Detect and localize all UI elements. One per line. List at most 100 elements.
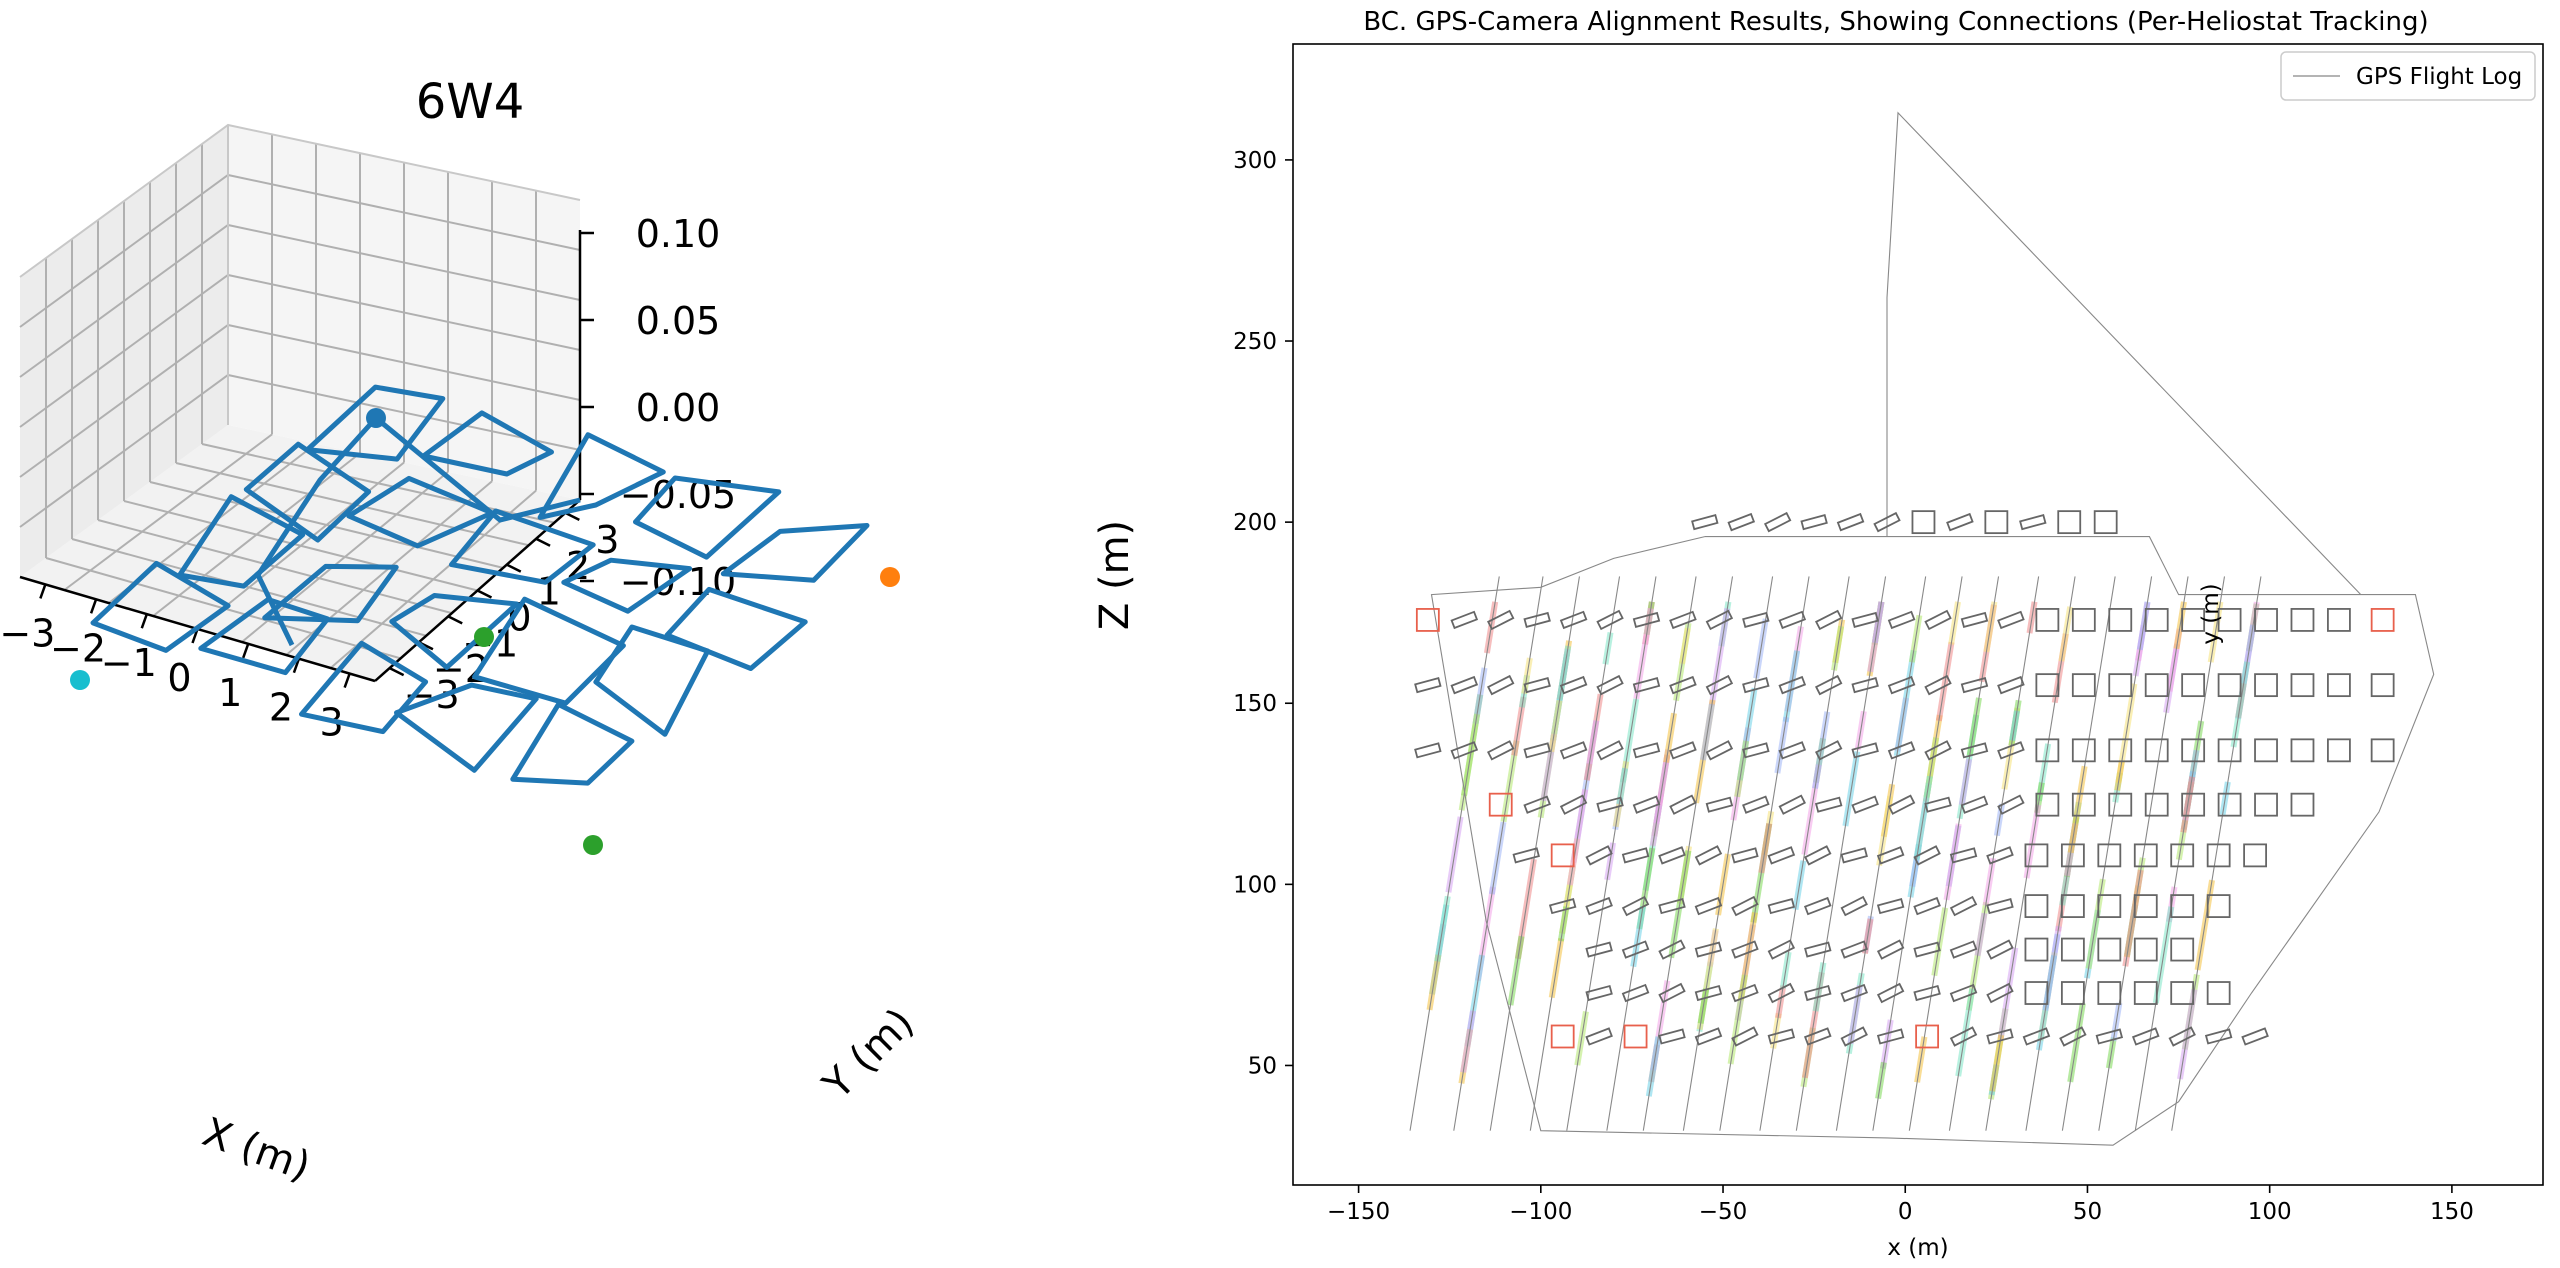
x-axis-label: x (m)	[1887, 1235, 1948, 1261]
heliostat	[1559, 675, 1588, 695]
heliostat	[1548, 898, 1577, 915]
heliostat	[2144, 673, 2169, 698]
heliostat	[1705, 796, 1734, 813]
heliostat	[2168, 1026, 2196, 1047]
heliostat	[2290, 608, 2315, 632]
heliostat	[2060, 981, 2085, 1005]
heliostat	[1658, 898, 1686, 915]
heliostat	[1873, 511, 1901, 533]
heliostat	[1960, 611, 1989, 629]
y-tick-label: 150	[1233, 691, 1277, 717]
heliostat	[1621, 940, 1650, 959]
y-tick-label: 300	[1233, 148, 1277, 174]
heliostat	[1658, 939, 1686, 960]
heliostat	[1836, 512, 1865, 532]
heliostat	[1414, 742, 1442, 759]
heliostat	[2206, 981, 2231, 1005]
x-tick-label: −100	[1509, 1199, 1572, 1225]
heliostat	[2022, 1027, 2051, 1046]
flight-scan-line	[1489, 576, 1580, 1131]
heliostat	[2024, 843, 2049, 868]
heliostat	[1691, 514, 1719, 531]
y-axis-label: y (m)	[2198, 583, 2224, 644]
heliostat	[1778, 741, 1807, 760]
flight-scan-line	[1872, 576, 1963, 1131]
flight-scan-line	[2098, 576, 2189, 1131]
heliostat	[1727, 512, 1756, 532]
heliostat	[1623, 1024, 1648, 1049]
heliostat	[2019, 514, 2047, 531]
heliostat	[1488, 792, 1513, 817]
heliostat	[1523, 611, 1551, 629]
flight-scan-line	[2171, 576, 2262, 1131]
legend-box	[2280, 51, 2536, 101]
heliostat	[1632, 795, 1661, 814]
heliostat	[1924, 674, 1952, 696]
facet-outline	[449, 508, 596, 585]
heliostat	[1694, 896, 1723, 916]
facet-outline	[305, 384, 446, 462]
heliostat	[2057, 510, 2082, 535]
heliostat	[1658, 982, 1686, 1004]
y-tick	[447, 615, 463, 625]
y-tick	[506, 563, 522, 573]
flight-scan-line	[1642, 576, 1734, 1131]
heliostat	[1876, 982, 1905, 1004]
flight-scan-line	[1795, 576, 1887, 1131]
facet-outline	[472, 596, 626, 706]
heliostat	[1559, 741, 1588, 760]
heliostat	[2108, 608, 2133, 632]
heliostat	[1767, 846, 1796, 865]
x-tick-label: −2	[50, 626, 106, 670]
heliostat	[1559, 794, 1588, 815]
y-tick-label: 100	[1233, 872, 1277, 898]
heliostat	[1946, 512, 1974, 532]
heliostat	[1731, 983, 1759, 1003]
heliostat	[1767, 939, 1796, 960]
heliostat	[2217, 792, 2242, 817]
heliostat	[1731, 940, 1759, 959]
heliostat	[1949, 1026, 1978, 1047]
x-tick-label: −1	[101, 641, 157, 685]
heliostat	[1596, 796, 1624, 813]
floor-grid-line	[149, 481, 504, 569]
heliostat	[1924, 796, 1952, 813]
heliostat	[2108, 792, 2133, 817]
heliostat	[1851, 795, 1879, 814]
heliostat	[1949, 940, 1978, 959]
x-tick	[242, 643, 250, 659]
heliostat	[1984, 510, 2009, 535]
heliostat	[1949, 983, 1978, 1003]
corner-marker	[474, 627, 494, 647]
y-tick	[564, 511, 580, 522]
heliostat	[2327, 608, 2351, 632]
heliostat	[2035, 738, 2060, 763]
heliostat	[2170, 843, 2195, 868]
heliostat	[1960, 795, 1989, 814]
floor-grid-line	[123, 500, 478, 592]
facet-outline	[389, 593, 520, 670]
heliostat	[1669, 794, 1697, 815]
corner-marker	[583, 835, 603, 855]
heliostat	[1621, 847, 1650, 864]
heliostat	[2370, 608, 2395, 632]
heliostat	[1803, 1027, 1832, 1046]
heliostat	[1840, 895, 1868, 917]
heliostat	[1487, 740, 1515, 761]
heliostat	[1669, 675, 1697, 695]
heliostat	[2181, 738, 2206, 763]
heliostat	[2071, 738, 2096, 763]
heliostat	[2217, 608, 2242, 632]
facet-outline	[299, 640, 429, 735]
corner-marker	[70, 670, 90, 690]
heliostat	[2181, 792, 2206, 817]
heliostat	[1694, 984, 1723, 1002]
facet-outline	[561, 557, 693, 614]
heliostat	[2181, 608, 2206, 632]
legend: GPS Flight Log	[2280, 51, 2536, 101]
heliostat	[2370, 673, 2395, 698]
heliostat	[1986, 982, 2014, 1004]
flight-scan-line	[2134, 576, 2226, 1131]
heliostat	[1767, 898, 1796, 915]
heliostat	[1585, 1027, 1613, 1046]
